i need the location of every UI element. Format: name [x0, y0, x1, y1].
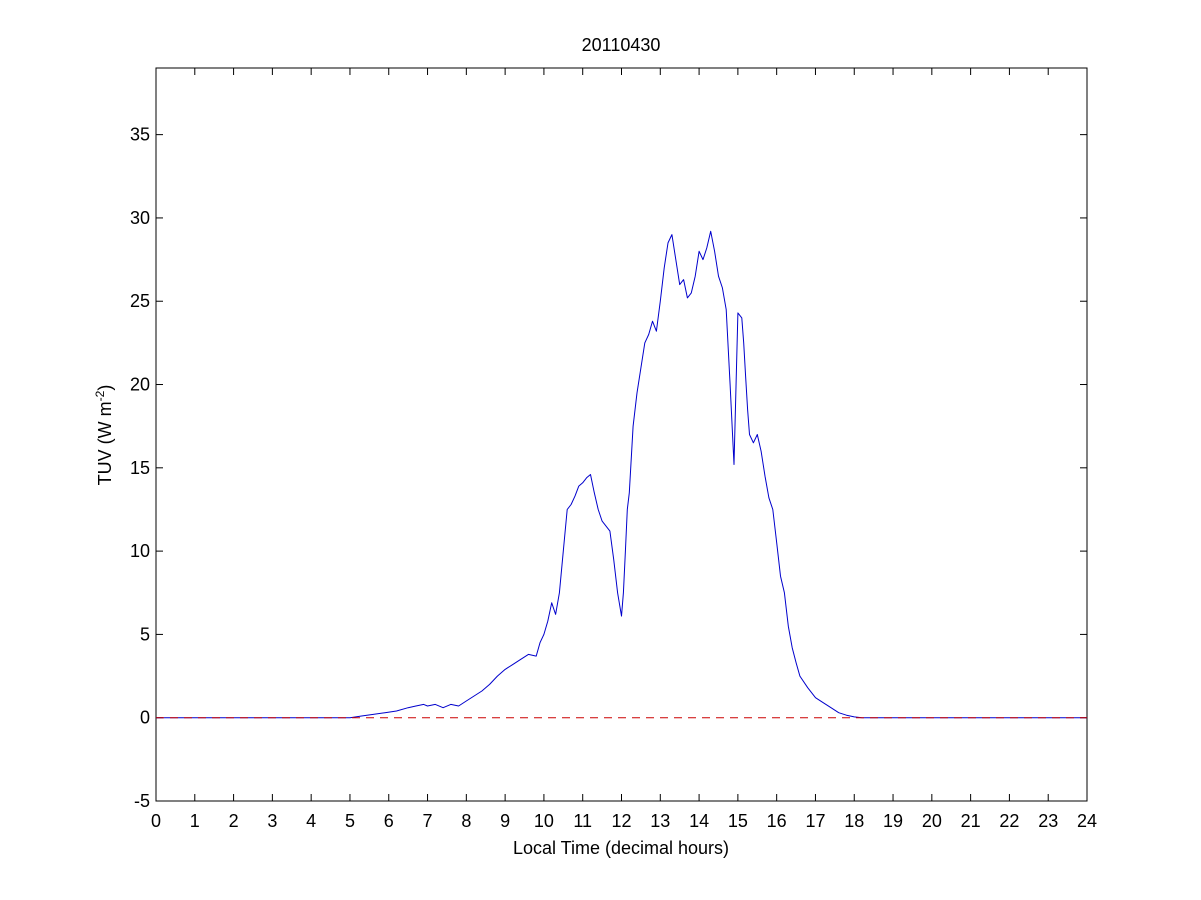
y-axis-label-main: TUV (W m [95, 401, 115, 485]
x-tick-label: 14 [689, 811, 709, 831]
x-tick-label: 8 [461, 811, 471, 831]
x-tick-label: 11 [573, 811, 592, 831]
y-axis-label-sup: -2 [93, 390, 107, 401]
x-tick-label: 6 [384, 811, 394, 831]
x-tick-label: 5 [345, 811, 355, 831]
x-tick-label: 1 [190, 811, 200, 831]
x-tick-label: 23 [1038, 811, 1058, 831]
chart-title: 20110430 [582, 35, 661, 55]
x-tick-label: 15 [728, 811, 748, 831]
x-tick-label: 2 [229, 811, 239, 831]
x-tick-label: 3 [267, 811, 277, 831]
y-tick-label: 10 [130, 541, 150, 561]
x-tick-label: 18 [844, 811, 864, 831]
x-tick-label: 12 [611, 811, 631, 831]
x-tick-label: 21 [961, 811, 981, 831]
x-tick-label: 10 [534, 811, 554, 831]
x-tick-label: 0 [151, 811, 161, 831]
x-axis-label: Local Time (decimal hours) [513, 838, 729, 858]
y-tick-label: -5 [134, 791, 150, 811]
y-axis-label-close: ) [95, 385, 115, 391]
x-tick-label: 17 [805, 811, 825, 831]
x-tick-label: 24 [1077, 811, 1097, 831]
y-tick-label: 15 [130, 458, 150, 478]
y-tick-label: 30 [130, 208, 150, 228]
x-tick-label: 9 [500, 811, 510, 831]
x-tick-label: 19 [883, 811, 903, 831]
x-tick-label: 20 [922, 811, 942, 831]
plot-area: 0 1 2 3 4 5 6 7 8 9 10 11 12 13 14 15 16 17 18 19 20 21 22 23 24… [130, 67, 1097, 831]
y-tick-label: 0 [140, 708, 150, 728]
y-tick-label: 35 [130, 125, 150, 145]
x-tick-label: 4 [306, 811, 316, 831]
plot-frame [155, 67, 1088, 802]
y-tick-label: 5 [140, 624, 150, 644]
x-tick-label: 16 [767, 811, 787, 831]
x-tick-label: 13 [650, 811, 670, 831]
x-tick-label: 7 [423, 811, 433, 831]
y-tick-label: 20 [130, 375, 150, 395]
tuv-series-line [156, 230, 1087, 719]
x-tick-label: 22 [999, 811, 1019, 831]
y-axis-label: TUV (W m-2) [93, 385, 115, 486]
y-tick-label: 25 [130, 291, 150, 311]
